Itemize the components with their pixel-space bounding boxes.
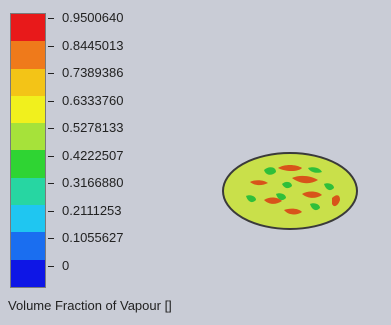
legend-tick xyxy=(48,73,54,74)
legend-title: Volume Fraction of Vapour [] xyxy=(8,298,172,313)
contour-surface xyxy=(222,152,358,230)
legend-color-band xyxy=(11,14,45,42)
legend-tick xyxy=(48,183,54,184)
orange-spot xyxy=(292,175,318,184)
green-spot xyxy=(308,167,322,173)
green-spot xyxy=(246,195,256,203)
legend-color-band xyxy=(11,150,45,178)
legend-tick xyxy=(48,238,54,239)
legend-label-7: 0.3166880 xyxy=(62,175,124,190)
green-spot xyxy=(282,181,292,189)
legend-color-band xyxy=(11,205,45,233)
legend-tick xyxy=(48,128,54,129)
legend-label-1: 0.9500640 xyxy=(62,10,124,25)
legend-label-3: 0.7389386 xyxy=(62,65,124,80)
legend-color-band xyxy=(11,123,45,151)
legend-tick xyxy=(48,266,54,267)
legend-label-9: 0.1055627 xyxy=(62,230,124,245)
legend-tick xyxy=(48,211,54,212)
legend-color-band xyxy=(11,41,45,69)
legend-color-band xyxy=(11,259,45,287)
color-legend-bar xyxy=(10,13,46,288)
legend-color-band xyxy=(11,177,45,206)
orange-spot xyxy=(284,208,302,215)
contour-high-vapour-spots xyxy=(250,165,340,215)
orange-spot xyxy=(278,165,302,171)
green-spot xyxy=(310,203,320,211)
orange-spot xyxy=(302,191,322,198)
orange-spot xyxy=(250,180,268,186)
legend-label-4: 0.6333760 xyxy=(62,93,124,108)
legend-label-5: 0.5278133 xyxy=(62,120,124,135)
legend-tick xyxy=(48,18,54,19)
legend-tick xyxy=(48,156,54,157)
legend-label-6: 0.4222507 xyxy=(62,148,124,163)
legend-label-10: 0 xyxy=(62,258,70,273)
green-spot xyxy=(264,167,276,175)
legend-color-band xyxy=(11,232,45,260)
legend-color-band xyxy=(11,68,45,96)
legend-tick xyxy=(48,101,54,102)
orange-spot xyxy=(332,195,340,207)
green-spot xyxy=(324,183,334,191)
legend-label-2: 0.8445013 xyxy=(62,38,124,53)
green-spot xyxy=(276,193,286,201)
orange-spot xyxy=(264,197,282,204)
legend-label-8: 0.2111253 xyxy=(62,203,122,218)
contour-mid-vapour-spots xyxy=(246,167,334,211)
legend-color-band xyxy=(11,95,45,124)
vapour-fraction-contour-plot[interactable] xyxy=(220,150,360,232)
legend-tick xyxy=(48,46,54,47)
